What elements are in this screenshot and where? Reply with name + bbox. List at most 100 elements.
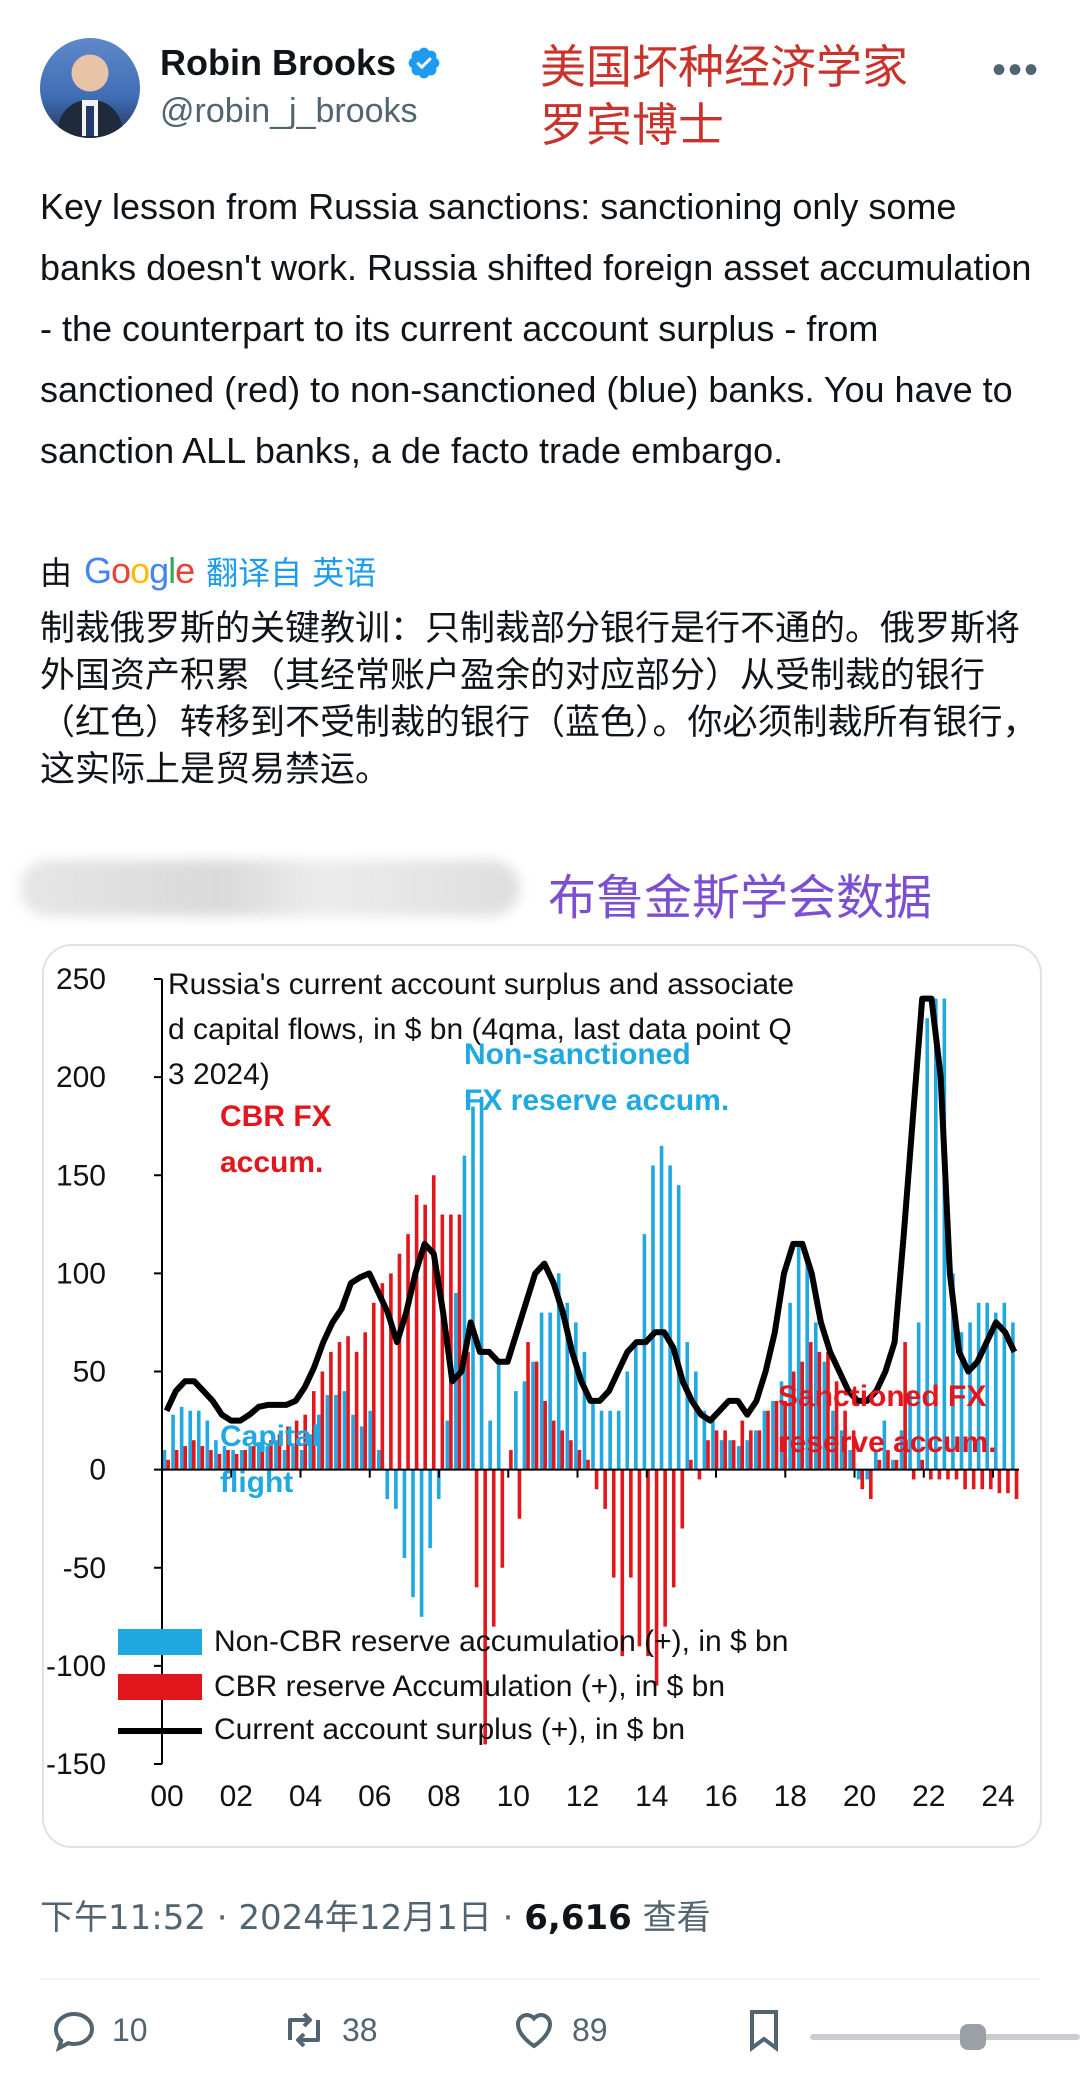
bar-cbr xyxy=(757,1430,762,1470)
bar-cbr xyxy=(217,1453,222,1470)
avatar[interactable] xyxy=(40,38,140,138)
tweet-timestamp[interactable]: 下午11:52 · 2024年12月1日 · xyxy=(40,1898,525,1938)
bar-cbr xyxy=(294,1420,299,1470)
bookmark-button[interactable] xyxy=(740,2006,788,2054)
y-tick-label: -50 xyxy=(63,1552,106,1585)
bar-non-cbr xyxy=(471,1106,475,1470)
bar-cbr xyxy=(551,1420,556,1470)
bar-non-cbr xyxy=(848,1450,852,1470)
bar-cbr xyxy=(834,1381,839,1470)
bar-non-cbr xyxy=(642,1234,647,1470)
author-name[interactable]: Robin Brooks xyxy=(160,42,397,83)
bar-cbr xyxy=(226,1450,230,1470)
bar-non-cbr xyxy=(702,1410,707,1470)
overlay-annotation-line2: 罗宾博士 xyxy=(540,98,724,152)
chart-annotation: Capital xyxy=(220,1420,320,1453)
bar-cbr xyxy=(894,1459,899,1470)
chart-annotation: Non-sanctioned xyxy=(464,1038,691,1071)
bar-cbr xyxy=(731,1440,736,1470)
y-tick-label: 100 xyxy=(56,1257,106,1290)
bar-non-cbr xyxy=(668,1165,672,1470)
bar-non-cbr xyxy=(188,1410,192,1470)
bar-cbr xyxy=(243,1450,248,1470)
bar-cbr xyxy=(929,1469,933,1480)
translate-link[interactable]: 翻译自 英语 xyxy=(206,554,377,592)
bar-cbr xyxy=(483,1469,487,1745)
bar-non-cbr xyxy=(985,1302,990,1470)
y-tick-label: -100 xyxy=(46,1650,106,1683)
bar-non-cbr xyxy=(496,1361,501,1470)
bar-non-cbr xyxy=(222,1446,227,1470)
bar-non-cbr xyxy=(711,1420,715,1470)
bar-non-cbr xyxy=(891,1459,895,1470)
retweet-button[interactable]: 38 xyxy=(280,2006,378,2054)
bar-non-cbr xyxy=(942,998,947,1470)
more-options-icon[interactable]: ••• xyxy=(991,48,1040,92)
translated-text: 制裁俄罗斯的关键教训：只制裁部分银行是行不通的。俄罗斯将外国资产积累（其经常账户… xyxy=(40,609,1038,790)
bar-cbr xyxy=(689,1459,693,1470)
bar-non-cbr xyxy=(591,1400,595,1470)
bar-cbr xyxy=(303,1414,308,1470)
bar-non-cbr xyxy=(814,1322,818,1470)
bar-cbr xyxy=(680,1469,685,1529)
google-logo: Google xyxy=(84,550,195,591)
bar-cbr xyxy=(363,1332,367,1470)
x-tick-label: 20 xyxy=(843,1780,876,1813)
chart-svg: 250 200 150 100 50 0 -50 -100 -150 00 02 04 06 08 10 12… xyxy=(46,963,1019,1813)
bar-non-cbr xyxy=(788,1302,792,1470)
x-tick-label: 16 xyxy=(704,1780,737,1813)
chart-image[interactable]: 250 200 150 100 50 0 -50 -100 -150 00 02 04 06 08 10 12… xyxy=(42,944,1042,1848)
bar-non-cbr xyxy=(959,1332,964,1470)
bar-non-cbr xyxy=(976,1302,981,1470)
bar-non-cbr xyxy=(771,1400,775,1470)
bar-non-cbr xyxy=(368,1410,372,1470)
bar-non-cbr xyxy=(539,1312,544,1470)
scrollbar-handle[interactable] xyxy=(810,2024,1080,2050)
bar-non-cbr xyxy=(908,1391,912,1470)
author-handle[interactable]: @robin_j_brooks xyxy=(160,92,418,130)
bar-cbr xyxy=(594,1469,599,1490)
y-tick-label: 200 xyxy=(56,1061,106,1094)
chart-annotation: reserve accum. xyxy=(778,1426,997,1459)
tweet-header: Robin Brooks @robin_j_brooks 美国坏种经济学家 罗宾… xyxy=(40,38,1040,158)
x-tick-label: 02 xyxy=(220,1780,253,1813)
bar-cbr xyxy=(860,1469,865,1490)
bar-cbr xyxy=(449,1214,453,1470)
y-tick-label: 50 xyxy=(73,1356,106,1389)
bar-cbr xyxy=(354,1351,359,1470)
like-button[interactable]: 89 xyxy=(510,2006,608,2054)
legend-swatch xyxy=(118,1674,202,1700)
bar-cbr xyxy=(526,1342,530,1470)
bar-non-cbr xyxy=(548,1312,552,1470)
bar-cbr xyxy=(200,1446,205,1470)
bar-cbr xyxy=(569,1440,573,1470)
bar-non-cbr xyxy=(316,1414,321,1470)
bar-cbr xyxy=(963,1469,967,1490)
bar-cbr xyxy=(389,1273,393,1470)
bar-cbr xyxy=(937,1469,942,1480)
bar-non-cbr xyxy=(214,1440,218,1470)
bar-cbr xyxy=(629,1469,633,1578)
bar-cbr xyxy=(234,1453,239,1470)
bar-non-cbr xyxy=(736,1446,741,1470)
bar-non-cbr xyxy=(694,1371,698,1470)
bar-cbr xyxy=(663,1469,667,1627)
bar-non-cbr xyxy=(351,1414,355,1470)
bar-non-cbr xyxy=(728,1440,732,1470)
bar-non-cbr xyxy=(488,1420,492,1470)
bar-non-cbr xyxy=(205,1420,210,1470)
bar-cbr xyxy=(423,1204,427,1470)
source-annotation: 布鲁金斯学会数据 xyxy=(548,870,933,926)
reply-button[interactable]: 10 xyxy=(50,2006,148,2054)
bar-cbr xyxy=(517,1469,522,1519)
legend-swatch xyxy=(118,1629,202,1655)
bar-cbr xyxy=(791,1371,796,1470)
bar-cbr xyxy=(783,1400,787,1470)
blurred-region xyxy=(20,860,520,916)
x-tick-label: 24 xyxy=(981,1780,1014,1813)
bar-cbr xyxy=(457,1214,462,1470)
x-tick-label: 00 xyxy=(150,1780,183,1813)
bar-non-cbr xyxy=(634,1342,638,1470)
views-label: 查看 xyxy=(631,1898,711,1938)
bar-cbr xyxy=(1006,1469,1010,1494)
